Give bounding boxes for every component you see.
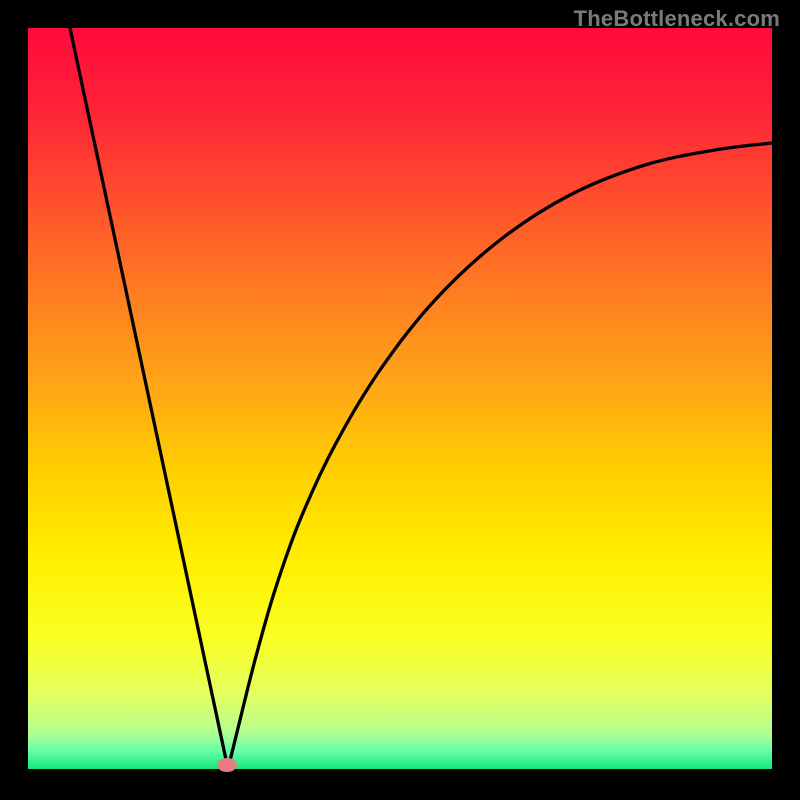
plot-background [28,28,772,769]
watermark-text: TheBottleneck.com [574,6,780,32]
chart-container: TheBottleneck.com [0,0,800,800]
bottleneck-marker [217,758,237,772]
bottleneck-chart [0,0,800,800]
